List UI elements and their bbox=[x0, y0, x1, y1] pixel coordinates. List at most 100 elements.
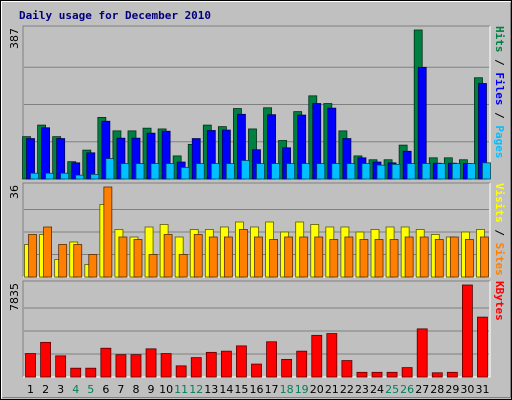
day-label-6: 6 bbox=[102, 383, 109, 396]
bar-kbytes-day-6 bbox=[100, 347, 112, 378]
bar-sites-day-7 bbox=[118, 236, 128, 278]
bar-sites-day-13 bbox=[208, 236, 218, 278]
bar-kbytes-day-1 bbox=[25, 353, 36, 378]
legend-panel-2: Visits / Sites bbox=[493, 183, 506, 276]
bar-pages-day-11 bbox=[180, 167, 190, 180]
bar-sites-day-21 bbox=[329, 239, 339, 278]
bar-pages-day-6 bbox=[105, 158, 115, 180]
bar-kbytes-day-7 bbox=[115, 354, 127, 378]
bar-sites-day-3 bbox=[58, 244, 68, 278]
bar-sites-day-24 bbox=[374, 239, 384, 278]
bar-sites-day-12 bbox=[193, 234, 203, 278]
bar-sites-day-2 bbox=[43, 226, 52, 278]
bar-sites-day-17 bbox=[269, 239, 278, 278]
bar-sites-day-18 bbox=[284, 236, 294, 278]
bar-sites-day-27 bbox=[419, 236, 429, 278]
bar-pages-day-21 bbox=[331, 163, 341, 180]
bar-kbytes-day-30 bbox=[462, 284, 473, 378]
day-label-9: 9 bbox=[148, 383, 155, 396]
day-label-3: 3 bbox=[57, 383, 64, 396]
plot-border-shadow bbox=[22, 280, 490, 377]
bar-pages-day-12 bbox=[195, 163, 205, 180]
day-label-10: 10 bbox=[159, 383, 173, 396]
bar-pages-day-16 bbox=[256, 163, 265, 180]
bar-sites-day-15 bbox=[239, 229, 248, 278]
day-label-2: 2 bbox=[42, 383, 49, 396]
legend-panel-1: Hits / Files / Pages bbox=[493, 26, 506, 159]
day-label-14: 14 bbox=[219, 383, 233, 396]
bar-sites-day-22 bbox=[344, 236, 354, 278]
bar-pages-day-26 bbox=[406, 163, 416, 180]
bar-sites-day-20 bbox=[314, 236, 324, 278]
bar-sites-day-11 bbox=[178, 254, 188, 278]
y-max-label: 36 bbox=[8, 185, 21, 199]
legend-separator: / bbox=[493, 223, 506, 243]
day-label-23: 23 bbox=[355, 383, 369, 396]
bar-pages-day-20 bbox=[316, 163, 326, 180]
bar-kbytes-day-8 bbox=[130, 354, 142, 378]
day-label-25: 25 bbox=[385, 383, 399, 396]
bar-sites-day-5 bbox=[88, 254, 98, 278]
bar-kbytes-day-29 bbox=[446, 371, 458, 378]
bar-kbytes-day-11 bbox=[175, 365, 187, 378]
bar-kbytes-day-18 bbox=[281, 358, 293, 378]
legend-separator: / bbox=[493, 106, 506, 126]
day-label-17: 17 bbox=[265, 383, 279, 396]
chart-title: Daily usage for December 2010 bbox=[19, 9, 211, 22]
legend-panel-3: KBytes bbox=[493, 281, 506, 321]
bar-kbytes-day-4 bbox=[70, 367, 82, 378]
bar-files-day-27 bbox=[417, 66, 427, 180]
bar-pages-day-7 bbox=[120, 163, 130, 180]
bar-kbytes-day-17 bbox=[266, 341, 277, 378]
bar-sites-day-25 bbox=[389, 239, 399, 278]
bar-files-day-2 bbox=[41, 127, 50, 180]
bar-kbytes-day-23 bbox=[356, 371, 368, 378]
bar-kbytes-day-24 bbox=[371, 371, 383, 378]
chart-panels: 387 Hits / Files / Pages 36 Visits / Sites 7… bbox=[8, 25, 506, 378]
day-label-24: 24 bbox=[370, 383, 384, 396]
bar-pages-day-25 bbox=[391, 163, 401, 180]
bar-pages-day-19 bbox=[301, 163, 311, 180]
plot-border-shadow bbox=[22, 25, 490, 179]
legend-visits: Visits bbox=[493, 183, 506, 223]
bar-pages-day-14 bbox=[225, 163, 235, 180]
bar-pages-day-31 bbox=[482, 162, 491, 180]
bar-sites-day-6 bbox=[103, 186, 113, 278]
bar-kbytes-day-10 bbox=[160, 353, 172, 378]
plot-border-shadow bbox=[22, 182, 490, 277]
bar-pages-day-4 bbox=[75, 174, 85, 180]
day-label-1: 1 bbox=[27, 383, 34, 396]
bar-sites-day-8 bbox=[133, 239, 143, 278]
bar-kbytes-day-27 bbox=[416, 328, 428, 378]
day-label-11: 11 bbox=[174, 383, 188, 396]
bar-pages-day-10 bbox=[165, 163, 175, 180]
legend-pages: Pages bbox=[493, 125, 506, 158]
day-label-4: 4 bbox=[72, 383, 79, 396]
bar-pages-day-30 bbox=[467, 163, 476, 180]
bar-pages-day-3 bbox=[60, 172, 70, 180]
panel-2: 36 Visits / Sites bbox=[8, 182, 506, 278]
bar-pages-day-23 bbox=[361, 163, 371, 180]
bar-pages-day-28 bbox=[436, 163, 446, 180]
bar-pages-day-5 bbox=[90, 173, 100, 180]
bar-sites-day-16 bbox=[254, 236, 263, 278]
day-label-29: 29 bbox=[445, 383, 459, 396]
bar-kbytes-day-28 bbox=[431, 372, 443, 378]
bar-pages-day-15 bbox=[241, 160, 250, 180]
day-label-26: 26 bbox=[400, 383, 414, 396]
bar-kbytes-day-14 bbox=[220, 350, 232, 378]
bar-pages-day-9 bbox=[150, 163, 160, 180]
bar-pages-day-29 bbox=[451, 163, 461, 180]
bar-sites-day-9 bbox=[148, 254, 158, 278]
bar-sites-day-31 bbox=[480, 236, 489, 278]
day-label-22: 22 bbox=[340, 383, 354, 396]
day-label-27: 27 bbox=[415, 383, 429, 396]
bar-sites-day-1 bbox=[28, 234, 37, 278]
day-label-16: 16 bbox=[250, 383, 264, 396]
day-label-13: 13 bbox=[204, 383, 218, 396]
day-label-21: 21 bbox=[325, 383, 339, 396]
day-label-30: 30 bbox=[460, 383, 474, 396]
bar-kbytes-day-22 bbox=[341, 360, 353, 378]
